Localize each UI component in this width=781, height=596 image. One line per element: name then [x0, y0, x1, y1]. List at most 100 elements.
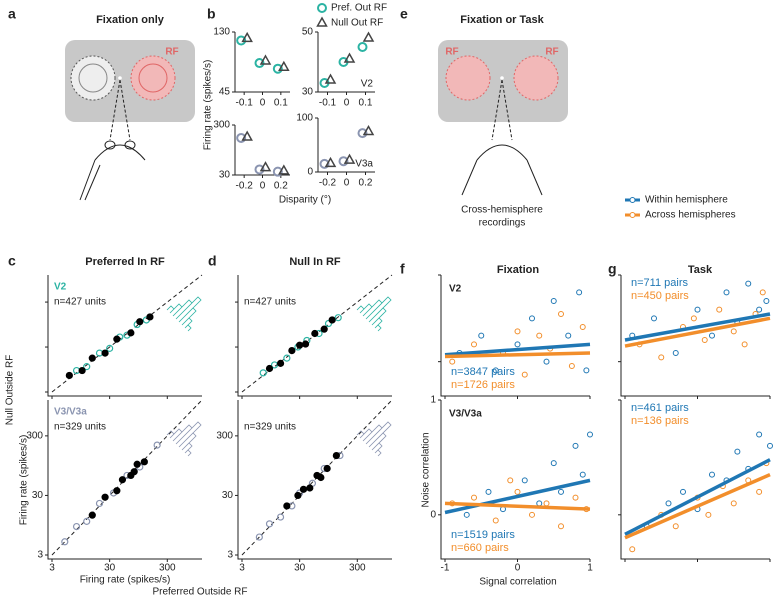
point — [276, 513, 285, 521]
point — [514, 341, 521, 348]
axis — [237, 275, 392, 397]
point — [343, 52, 356, 63]
x-tick-label: -0.2 — [319, 178, 337, 189]
point — [576, 289, 583, 296]
n-label: n=329 units — [244, 422, 296, 433]
point — [521, 477, 528, 484]
head — [476, 144, 528, 161]
y-axis-label: Firing rate (spikes/s) — [203, 60, 214, 151]
y-tick-label: 30 — [222, 490, 234, 501]
point — [690, 315, 697, 322]
rf-stimulus — [130, 55, 176, 101]
point — [265, 364, 274, 373]
fit-line — [624, 316, 771, 348]
point — [88, 354, 96, 362]
point — [106, 344, 114, 352]
point — [550, 460, 557, 467]
y-tick-label: 300 — [213, 120, 230, 131]
point — [587, 431, 593, 438]
axis — [237, 400, 392, 560]
point — [272, 63, 283, 74]
x-tick-label: 300 — [349, 563, 366, 574]
n-label: n=136 pairs — [631, 415, 689, 427]
x-tick-label: -0.2 — [236, 181, 254, 192]
plot-label: V3/V3a — [54, 407, 87, 418]
point — [265, 520, 274, 528]
fixation-point — [500, 76, 504, 80]
legend-label: Across hemispheres — [645, 210, 736, 221]
point — [136, 318, 144, 326]
panel-label: d — [208, 253, 217, 269]
rf-label: RF — [545, 47, 558, 58]
point — [543, 358, 550, 365]
point — [88, 511, 96, 519]
x-tick-label: 3 — [49, 563, 55, 574]
panel-label: f — [400, 261, 405, 277]
point — [572, 442, 579, 449]
point — [543, 500, 550, 507]
point — [320, 325, 328, 333]
histogram — [356, 296, 392, 332]
axis — [620, 275, 770, 397]
stimulus — [70, 55, 116, 101]
y-tick-label: 30 — [32, 490, 44, 501]
point — [332, 451, 340, 460]
gaze-lines — [109, 79, 131, 141]
fit-line — [444, 351, 591, 359]
point — [259, 54, 272, 65]
fit-line — [444, 342, 591, 357]
axis — [440, 400, 590, 560]
point — [734, 448, 741, 455]
point — [334, 314, 342, 322]
point — [127, 329, 135, 337]
y-tick-label: 3 — [37, 550, 43, 561]
rf-center — [138, 63, 168, 93]
point — [694, 306, 701, 313]
point — [463, 511, 470, 518]
point — [705, 511, 712, 518]
point — [536, 332, 543, 339]
y-tick-label: 0 — [430, 509, 436, 520]
n-label: n=711 pairs — [631, 277, 688, 289]
point — [259, 369, 267, 377]
point — [550, 298, 557, 304]
plot-label: V3a — [355, 159, 373, 170]
point — [254, 164, 265, 175]
point — [130, 468, 138, 476]
point — [723, 289, 730, 296]
point — [113, 487, 121, 495]
rf-stimulus — [513, 55, 559, 101]
legend-label: Within hemisphere — [645, 195, 728, 206]
panel-label: b — [207, 6, 216, 22]
n-label: n=3847 pairs — [451, 366, 515, 378]
diagonal — [51, 274, 203, 393]
electrode — [79, 159, 101, 201]
point — [236, 132, 247, 143]
axis — [47, 275, 202, 397]
point — [763, 298, 770, 304]
n-label: n=1726 pairs — [451, 379, 515, 391]
point — [65, 371, 73, 380]
point — [236, 35, 247, 46]
point — [709, 471, 715, 478]
plot-label: V3/V3a — [449, 409, 482, 420]
point — [72, 522, 81, 531]
x-axis-label: Preferred Outside RF — [152, 587, 247, 596]
panel-title: Task — [688, 264, 713, 276]
point — [471, 341, 477, 348]
panel-title: Fixation or Task — [460, 14, 544, 26]
point — [568, 363, 575, 369]
point — [118, 476, 127, 484]
legend-marker — [629, 197, 636, 203]
panel-title: Null In RF — [289, 256, 341, 268]
point — [338, 156, 349, 167]
gaze-lines — [491, 79, 513, 141]
plot-label: V2 — [361, 79, 374, 90]
point — [362, 31, 375, 42]
point — [83, 517, 91, 525]
y-tick-label: 300 — [26, 431, 43, 442]
panel-title: Fixation only — [96, 14, 165, 26]
point — [449, 358, 456, 365]
point — [78, 366, 86, 375]
